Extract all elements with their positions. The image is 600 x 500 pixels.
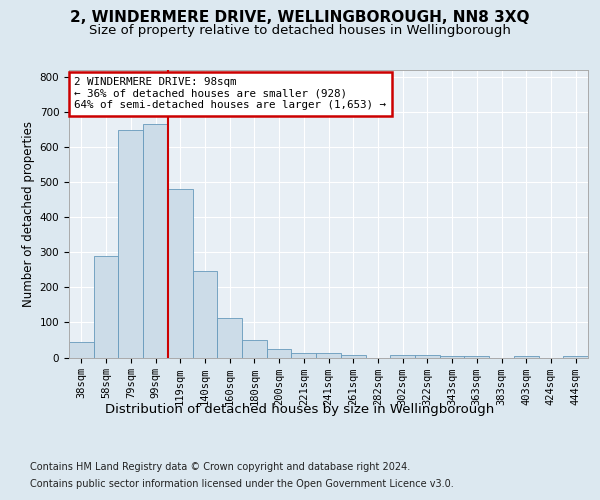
Text: 2, WINDERMERE DRIVE, WELLINGBOROUGH, NN8 3XQ: 2, WINDERMERE DRIVE, WELLINGBOROUGH, NN8… (70, 10, 530, 25)
Bar (390, 354, 415, 358)
Bar (193, 270, 217, 358)
Bar (563, 356, 588, 358)
Text: Size of property relative to detached houses in Wellingborough: Size of property relative to detached ho… (89, 24, 511, 37)
Bar (143, 124, 168, 358)
Bar (316, 353, 341, 358)
Bar (440, 356, 464, 358)
Text: 2 WINDERMERE DRIVE: 98sqm
← 36% of detached houses are smaller (928)
64% of semi: 2 WINDERMERE DRIVE: 98sqm ← 36% of detac… (74, 77, 386, 110)
Text: Contains public sector information licensed under the Open Government Licence v3: Contains public sector information licen… (30, 479, 454, 489)
Bar (514, 356, 539, 358)
Bar (464, 356, 489, 358)
Y-axis label: Number of detached properties: Number of detached properties (22, 120, 35, 306)
Bar (168, 189, 193, 358)
Bar (242, 340, 267, 357)
Bar (94, 256, 118, 358)
Bar (217, 318, 242, 358)
Text: Distribution of detached houses by size in Wellingborough: Distribution of detached houses by size … (106, 402, 494, 415)
Bar (118, 130, 143, 358)
Text: Contains HM Land Registry data © Crown copyright and database right 2024.: Contains HM Land Registry data © Crown c… (30, 462, 410, 472)
Bar (69, 342, 94, 357)
Bar (341, 354, 365, 358)
Bar (267, 348, 292, 358)
Bar (415, 354, 440, 358)
Bar (292, 353, 316, 358)
